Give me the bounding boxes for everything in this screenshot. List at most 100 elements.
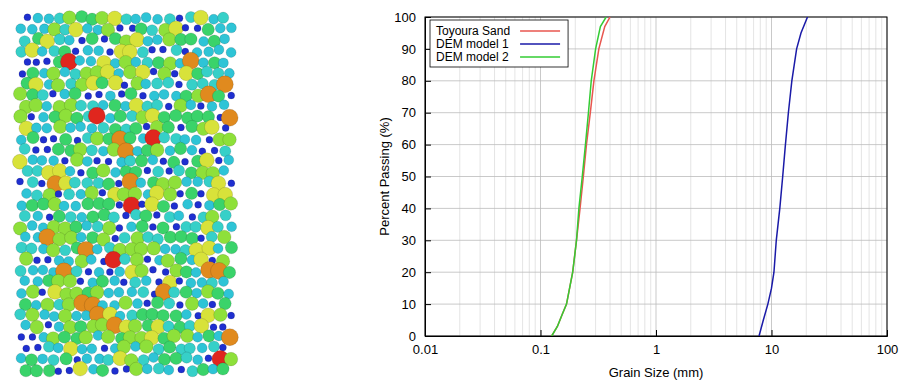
sphere [24, 14, 31, 21]
sphere [116, 224, 123, 231]
sphere [82, 24, 92, 34]
sphere [78, 37, 85, 44]
sphere [209, 14, 219, 24]
sphere [107, 48, 114, 55]
sphere [83, 45, 93, 55]
sphere [19, 210, 30, 221]
sphere [173, 223, 180, 230]
sphere [192, 288, 202, 298]
sphere [27, 131, 39, 143]
legend: Toyoura SandDEM model 1DEM model 2 [430, 20, 568, 67]
sphere [141, 276, 151, 286]
y-tick-label: 10 [402, 297, 416, 312]
sphere [185, 33, 197, 45]
grid [425, 17, 887, 336]
sphere [173, 165, 184, 176]
sphere [224, 155, 234, 165]
sphere [143, 36, 153, 46]
sphere [171, 70, 178, 77]
sphere [39, 112, 49, 122]
sphere [160, 244, 170, 254]
sphere [176, 301, 183, 308]
sphere [181, 329, 195, 343]
sphere [191, 135, 201, 145]
sphere [178, 366, 185, 373]
sphere [33, 59, 40, 66]
sphere [16, 353, 26, 363]
sphere [48, 354, 59, 365]
sphere [177, 190, 184, 197]
sphere [211, 147, 218, 154]
sphere [167, 329, 181, 343]
sphere [40, 310, 50, 320]
sphere [164, 341, 176, 353]
sphere [76, 232, 86, 242]
sphere [42, 123, 52, 133]
x-tick-mark [772, 330, 773, 336]
sphere [135, 264, 149, 278]
sphere [191, 267, 201, 277]
sphere [26, 199, 38, 211]
sphere [228, 312, 235, 319]
sphere [175, 252, 187, 264]
sphere [130, 277, 141, 288]
sphere [199, 36, 209, 46]
sphere [150, 68, 157, 75]
sphere [177, 124, 184, 131]
sphere [22, 189, 32, 199]
sphere [137, 47, 148, 58]
sphere [164, 211, 175, 222]
sphere [164, 298, 175, 309]
sphere [26, 308, 40, 322]
sphere [228, 92, 235, 99]
sphere [187, 79, 198, 90]
y-tick-mark [425, 208, 431, 209]
sphere [193, 332, 203, 342]
sphere [131, 14, 141, 24]
sphere [115, 267, 125, 277]
x-tick-label: 0.1 [532, 342, 550, 357]
sphere [77, 169, 84, 176]
sphere [86, 56, 96, 66]
y-tick: 80 [402, 73, 431, 88]
sphere [55, 368, 62, 375]
sphere [50, 135, 57, 142]
sphere [174, 142, 186, 154]
sphere [28, 113, 35, 120]
sphere [182, 24, 189, 31]
sphere [43, 341, 54, 352]
sphere [170, 109, 182, 121]
x-axis-title: Grain Size (mm) [609, 365, 704, 380]
sphere [168, 176, 182, 190]
sphere [195, 201, 202, 208]
sphere [122, 212, 129, 219]
sphere [63, 274, 77, 288]
sphere [193, 355, 203, 365]
sphere [82, 156, 92, 166]
sphere [151, 296, 163, 308]
sphere [16, 178, 23, 185]
sphere [197, 343, 207, 353]
sphere [159, 46, 166, 53]
sphere [176, 15, 183, 22]
sphere [124, 132, 136, 144]
sphere [96, 364, 108, 376]
sphere-rendering [12, 10, 238, 377]
sphere [79, 331, 93, 345]
sphere [69, 177, 80, 188]
sphere [180, 286, 192, 298]
sphere [121, 82, 128, 89]
sphere [226, 47, 236, 57]
series-lines [552, 17, 808, 336]
sphere [32, 147, 39, 154]
sphere [95, 91, 102, 98]
sphere [218, 58, 228, 68]
x-tick-mark [656, 330, 657, 336]
sphere [76, 122, 86, 132]
sphere [70, 153, 84, 167]
sphere [136, 178, 146, 188]
sphere [204, 47, 214, 57]
sphere [146, 25, 157, 36]
legend-swatch [520, 30, 560, 32]
sphere [175, 231, 187, 243]
